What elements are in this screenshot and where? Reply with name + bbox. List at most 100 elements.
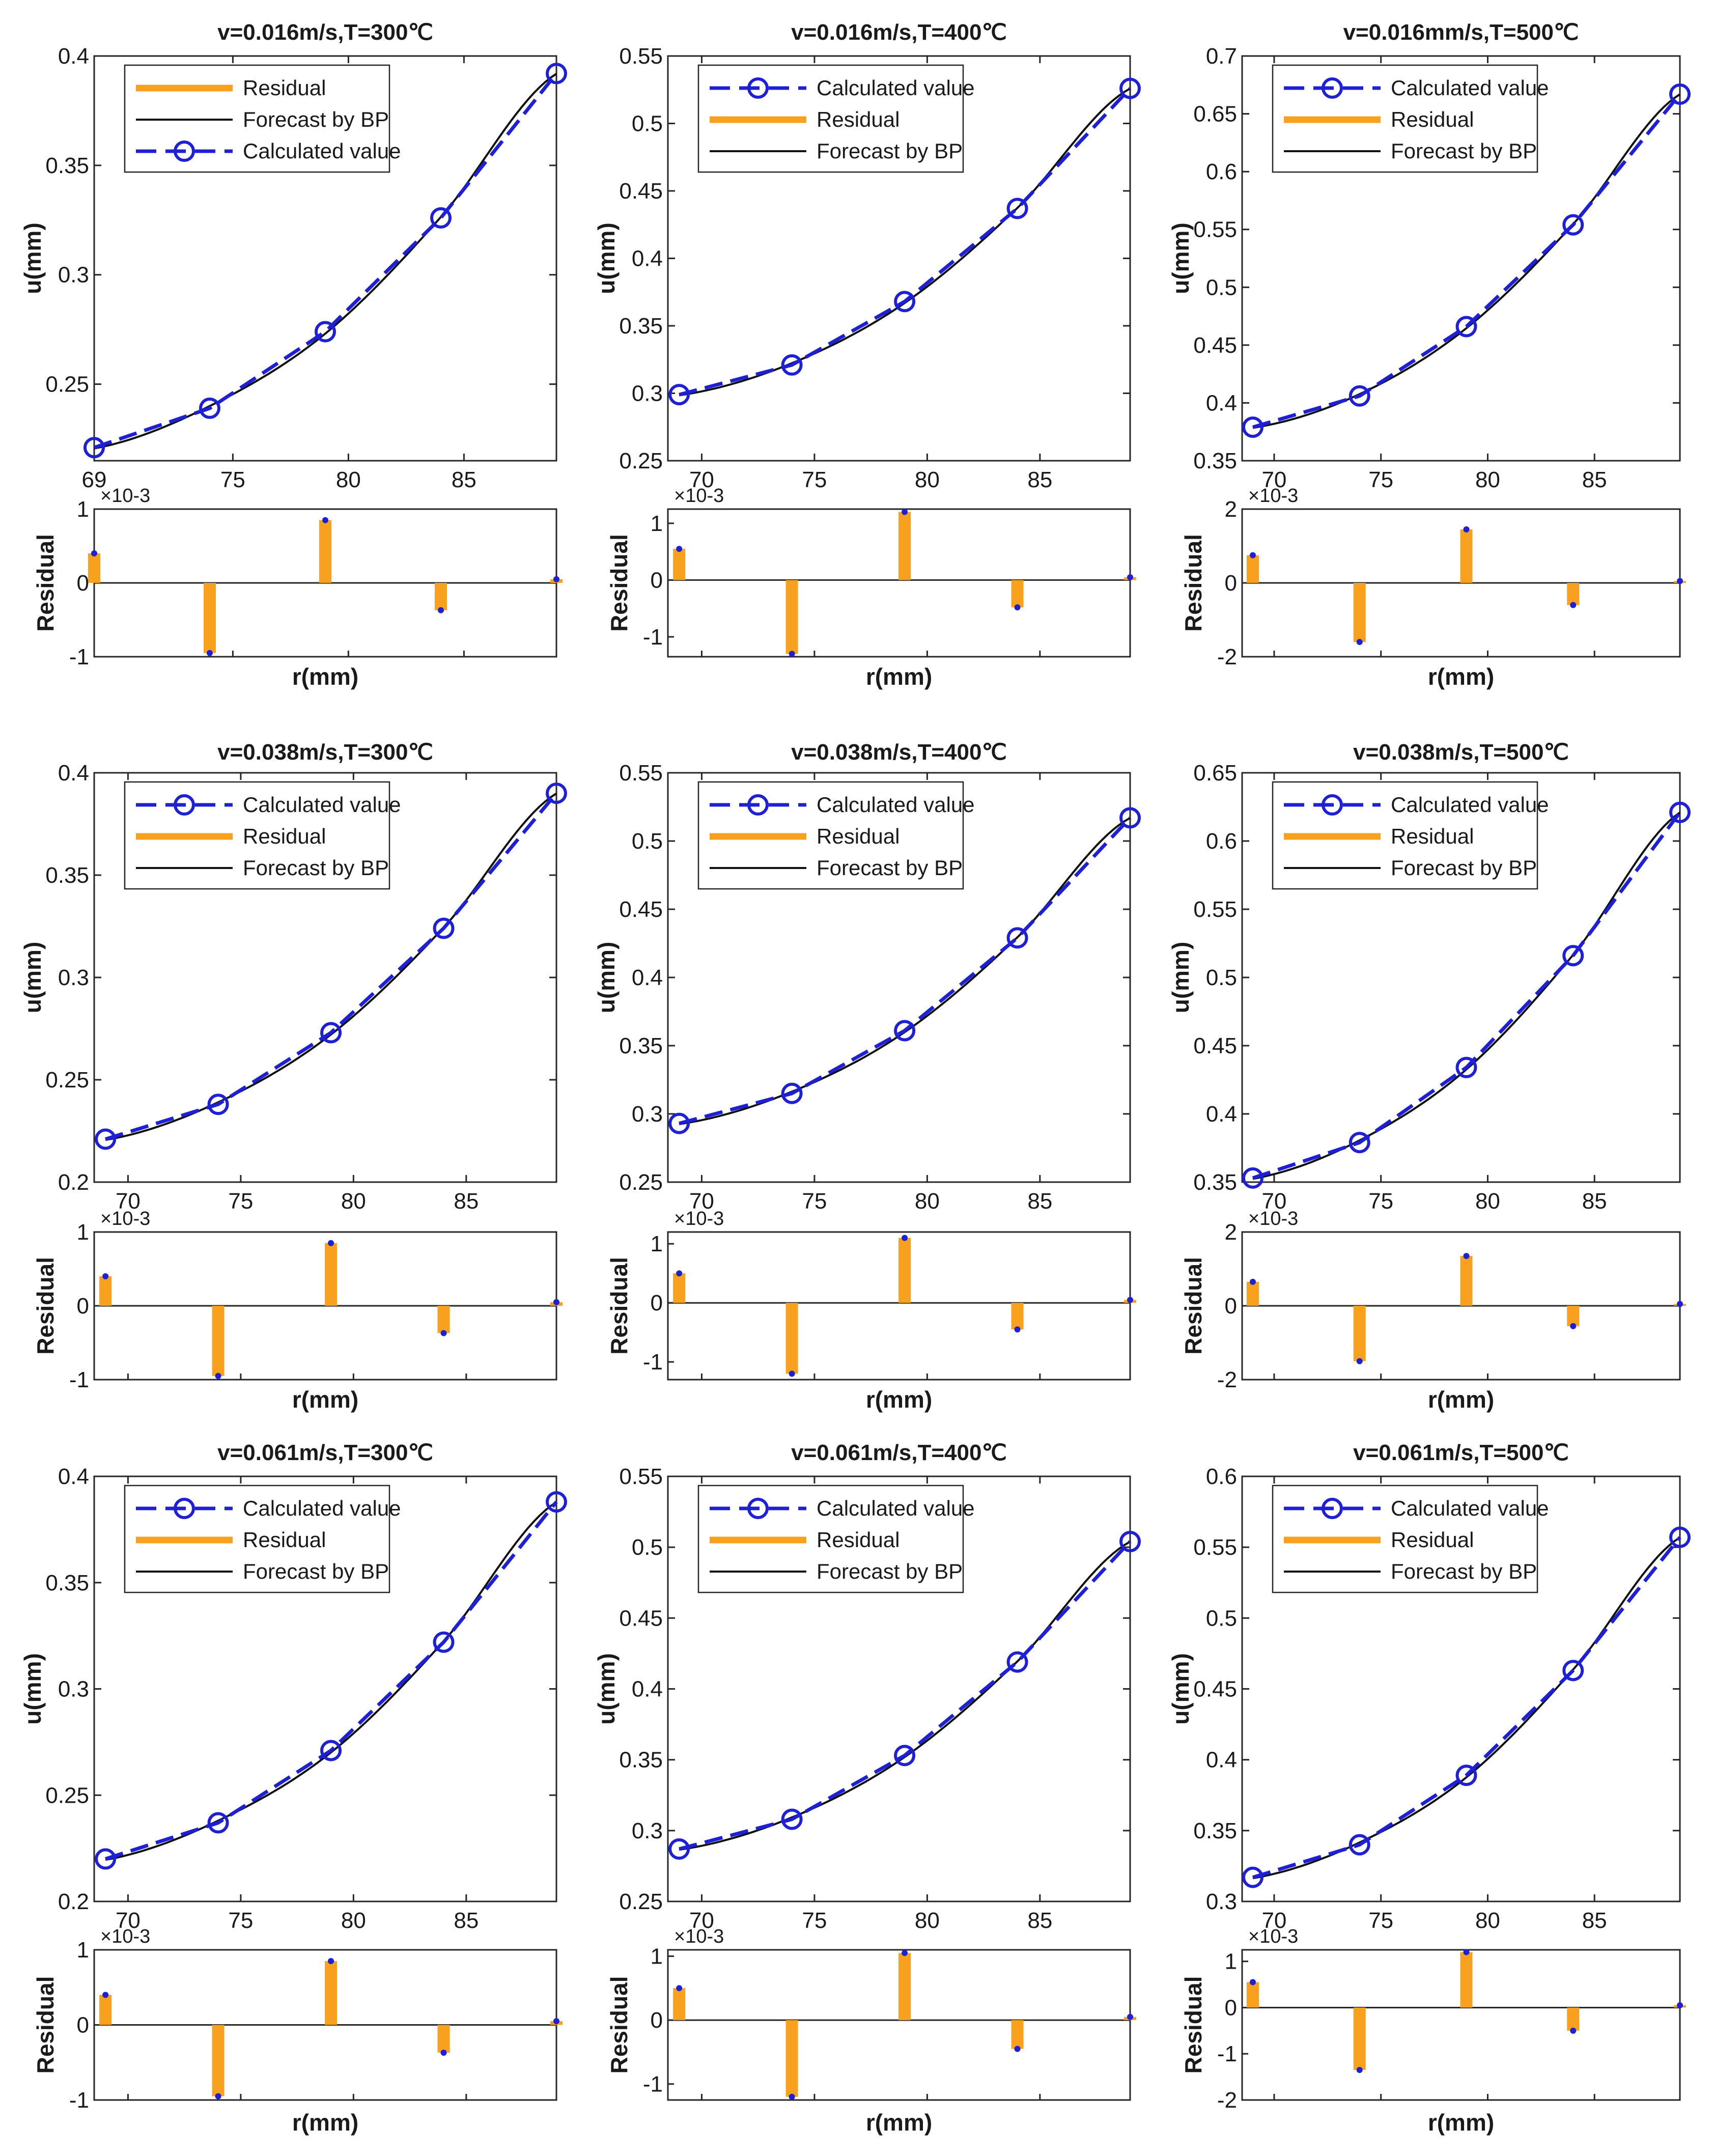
calculated-point	[546, 782, 567, 804]
calculated-line	[679, 817, 1132, 1126]
y-tick-label: 0.4	[632, 246, 663, 271]
y-tick-label: 0.45	[1193, 1677, 1237, 1702]
residual-bar	[1246, 1281, 1259, 1306]
legend-forecast-label: Forecast by BP	[243, 856, 389, 880]
residual-point	[553, 576, 559, 582]
residual-point	[1356, 2067, 1363, 2073]
legend-residual-label: Residual	[817, 824, 900, 848]
x-tick-label: 70	[1261, 1908, 1286, 1933]
calculated-point	[315, 321, 336, 343]
calculated-line	[93, 72, 558, 450]
residual-bar	[1011, 2020, 1024, 2049]
legend-calculated-label: Calculated value	[243, 793, 401, 817]
chart-title: v=0.061m/s,T=500℃	[1353, 1440, 1569, 1465]
residual-y-label: Residual	[32, 1257, 59, 1355]
legend-forecast-label: Forecast by BP	[817, 1559, 963, 1583]
legend: Residual Forecast by BP Calculated value	[124, 64, 401, 173]
y-tick-label: 0.5	[632, 829, 663, 854]
x-axis-label: r(mm)	[1428, 663, 1494, 690]
calculated-point	[1119, 77, 1141, 99]
residual-exponent: ×10-3	[1248, 1208, 1298, 1229]
x-tick-label: 85	[1027, 1189, 1052, 1214]
residual-point	[215, 2093, 221, 2099]
y-tick-label: 0.55	[1193, 217, 1237, 242]
legend-calculated-marker	[1322, 77, 1343, 99]
calculated-point	[430, 207, 452, 229]
x-tick-label: 70	[1261, 1189, 1286, 1214]
calculated-point	[894, 291, 916, 313]
x-tick-label: 75	[802, 1189, 827, 1214]
chart-panel: v=0.061m/s,T=500℃ 0.3 0.35 0.4 0.45 0.5 0.55 0.…	[1167, 1440, 1691, 2136]
residual-point	[1249, 1278, 1256, 1285]
residual-point	[1127, 1297, 1133, 1303]
residual-exponent: ×10-3	[674, 485, 724, 507]
residual-bar	[898, 1953, 911, 2021]
residual-point	[789, 2093, 795, 2100]
residual-point	[1014, 2046, 1021, 2052]
x-tick-label: 70	[689, 1908, 714, 1933]
y-tick-label: 0.45	[1193, 1033, 1237, 1058]
x-tick-label: 70	[116, 1908, 141, 1933]
y-tick-label: 0.3	[58, 1677, 89, 1702]
y-tick-label: 0.4	[1206, 1748, 1237, 1773]
x-tick-label: 75	[802, 467, 827, 492]
residual-y-tick-label: -1	[643, 625, 663, 650]
x-tick-label: 85	[1582, 1189, 1607, 1214]
calculated-point	[207, 1812, 229, 1834]
forecast-line	[94, 73, 557, 450]
residual-point	[102, 1992, 109, 1998]
chart-title: v=0.016m/s,T=300℃	[217, 20, 433, 45]
legend-calculated-label: Calculated value	[817, 1496, 975, 1520]
y-tick-label: 0.4	[1206, 390, 1237, 415]
residual-point	[102, 1273, 109, 1279]
residual-bar	[212, 1306, 224, 1376]
residual-bar	[673, 1273, 686, 1303]
calculated-point	[1006, 1651, 1028, 1673]
residual-bar	[437, 1306, 450, 1333]
residual-point	[91, 550, 97, 556]
calculated-point	[1006, 927, 1028, 949]
calculated-line	[1252, 1536, 1681, 1880]
residual-exponent: ×10-3	[100, 1208, 150, 1229]
calculated-point	[1006, 198, 1028, 219]
residual-point	[328, 1240, 334, 1246]
y-tick-label: 0.35	[45, 863, 89, 888]
residual-bar	[1246, 555, 1259, 583]
y-tick-label: 0.3	[632, 1818, 663, 1843]
x-tick-label: 75	[228, 1189, 253, 1214]
y-tick-label: 0.35	[619, 1033, 663, 1058]
y-tick-label: 0.7	[1206, 44, 1237, 69]
residual-y-tick-label: -2	[1217, 1367, 1237, 1392]
y-tick-label: 0.3	[1206, 1889, 1237, 1914]
chart-panel: v=0.038m/s,T=500℃ 0.35 0.4 0.45 0.5 0.55 0.6 0.…	[1167, 740, 1691, 1413]
residual-point	[440, 1330, 447, 1336]
x-tick-label: 80	[915, 467, 940, 492]
x-tick-label: 80	[1475, 1908, 1500, 1933]
y-tick-label: 0.4	[58, 1464, 89, 1489]
legend: Calculated value Residual Forecast by BP	[124, 781, 401, 890]
residual-point	[1127, 574, 1133, 580]
legend-calculated-marker	[1322, 1498, 1343, 1519]
calculated-point	[1349, 1834, 1370, 1856]
y-tick-label: 0.55	[619, 44, 663, 69]
residual-y-tick-label: 0	[77, 2013, 89, 2038]
residual-bar	[99, 1995, 112, 2025]
legend-calculated-label: Calculated value	[817, 793, 975, 817]
x-tick-label: 85	[452, 467, 476, 492]
residual-bar	[898, 512, 911, 580]
residual-bar	[1353, 583, 1366, 642]
x-tick-label: 80	[336, 467, 361, 492]
residual-bar	[1246, 1982, 1259, 2008]
legend-forecast-label: Forecast by BP	[243, 1559, 389, 1583]
calculated-point	[1562, 214, 1584, 236]
chart-title: v=0.016mm/s,T=500℃	[1343, 20, 1579, 45]
legend: Calculated value Residual Forecast by BP	[697, 781, 975, 890]
x-tick-label: 70	[1261, 467, 1286, 492]
residual-y-tick-label: 1	[1225, 1949, 1237, 1974]
legend-calculated-label: Calculated value	[817, 76, 975, 100]
legend-residual-label: Residual	[1391, 1528, 1474, 1552]
residual-y-tick-label: 0	[77, 1294, 89, 1319]
calculated-point	[433, 917, 455, 939]
residual-bar	[99, 1276, 112, 1306]
